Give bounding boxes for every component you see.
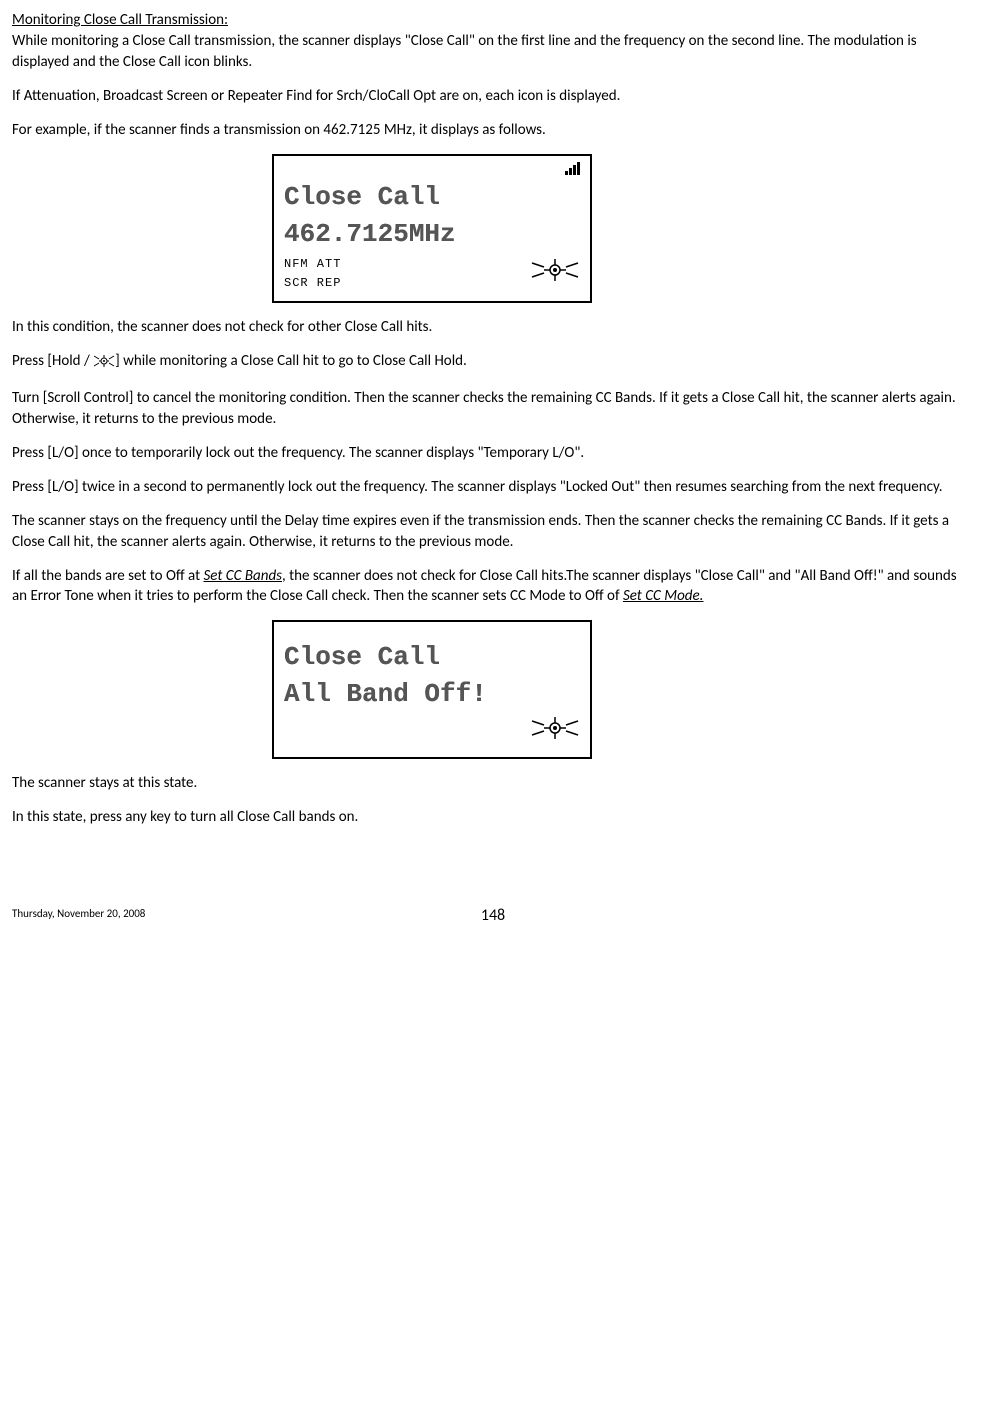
text-fragment: Press [Hold / bbox=[12, 352, 93, 370]
paragraph: For example, if the scanner finds a tran… bbox=[12, 120, 974, 140]
footer-date: Thursday, November 20, 2008 bbox=[12, 907, 145, 922]
section-heading: Monitoring Close Call Transmission: bbox=[12, 11, 228, 29]
page-footer: Thursday, November 20, 2008 148 bbox=[12, 907, 974, 922]
signal-bars-icon bbox=[564, 162, 580, 175]
lcd-display-2: Close Call All Band Off! bbox=[272, 620, 592, 758]
lcd-display-1: Close Call 462.7125MHz NFM ATT SCR REP bbox=[272, 154, 592, 303]
paragraph: The scanner stays at this state. bbox=[12, 773, 974, 793]
paragraph: While monitoring a Close Call transmissi… bbox=[12, 31, 974, 72]
close-call-icon bbox=[530, 715, 580, 747]
lcd-mod-row: NFM ATT bbox=[284, 256, 341, 272]
lcd-line-2: All Band Off! bbox=[284, 677, 580, 712]
paragraph: If all the bands are set to Off at Set C… bbox=[12, 566, 974, 607]
lcd-line-2: 462.7125MHz bbox=[284, 217, 580, 252]
lcd-line-1: Close Call bbox=[284, 640, 580, 675]
link-set-cc-mode[interactable]: Set CC Mode. bbox=[623, 587, 704, 605]
close-call-inline-icon bbox=[93, 354, 115, 374]
footer-page-number: 148 bbox=[481, 905, 505, 927]
paragraph: If Attenuation, Broadcast Screen or Repe… bbox=[12, 86, 974, 106]
signal-strength-row bbox=[284, 162, 580, 178]
text-fragment: If all the bands are set to Off at bbox=[12, 567, 204, 585]
paragraph: In this condition, the scanner does not … bbox=[12, 317, 974, 337]
paragraph: Press [L/O] once to temporarily lock out… bbox=[12, 443, 974, 463]
lcd-line-1: Close Call bbox=[284, 180, 580, 215]
paragraph: The scanner stays on the frequency until… bbox=[12, 511, 974, 552]
text-fragment: ] while monitoring a Close Call hit to g… bbox=[115, 352, 467, 370]
close-call-icon bbox=[530, 257, 580, 289]
paragraph: Press [L/O] twice in a second to permane… bbox=[12, 477, 974, 497]
lcd-opt-row: SCR REP bbox=[284, 275, 341, 291]
paragraph: In this state, press any key to turn all… bbox=[12, 807, 974, 827]
link-set-cc-bands[interactable]: Set CC Bands bbox=[204, 567, 282, 585]
paragraph: Turn [Scroll Control] to cancel the moni… bbox=[12, 388, 974, 429]
paragraph: Press [Hold / ] while monitoring a Close… bbox=[12, 351, 974, 374]
